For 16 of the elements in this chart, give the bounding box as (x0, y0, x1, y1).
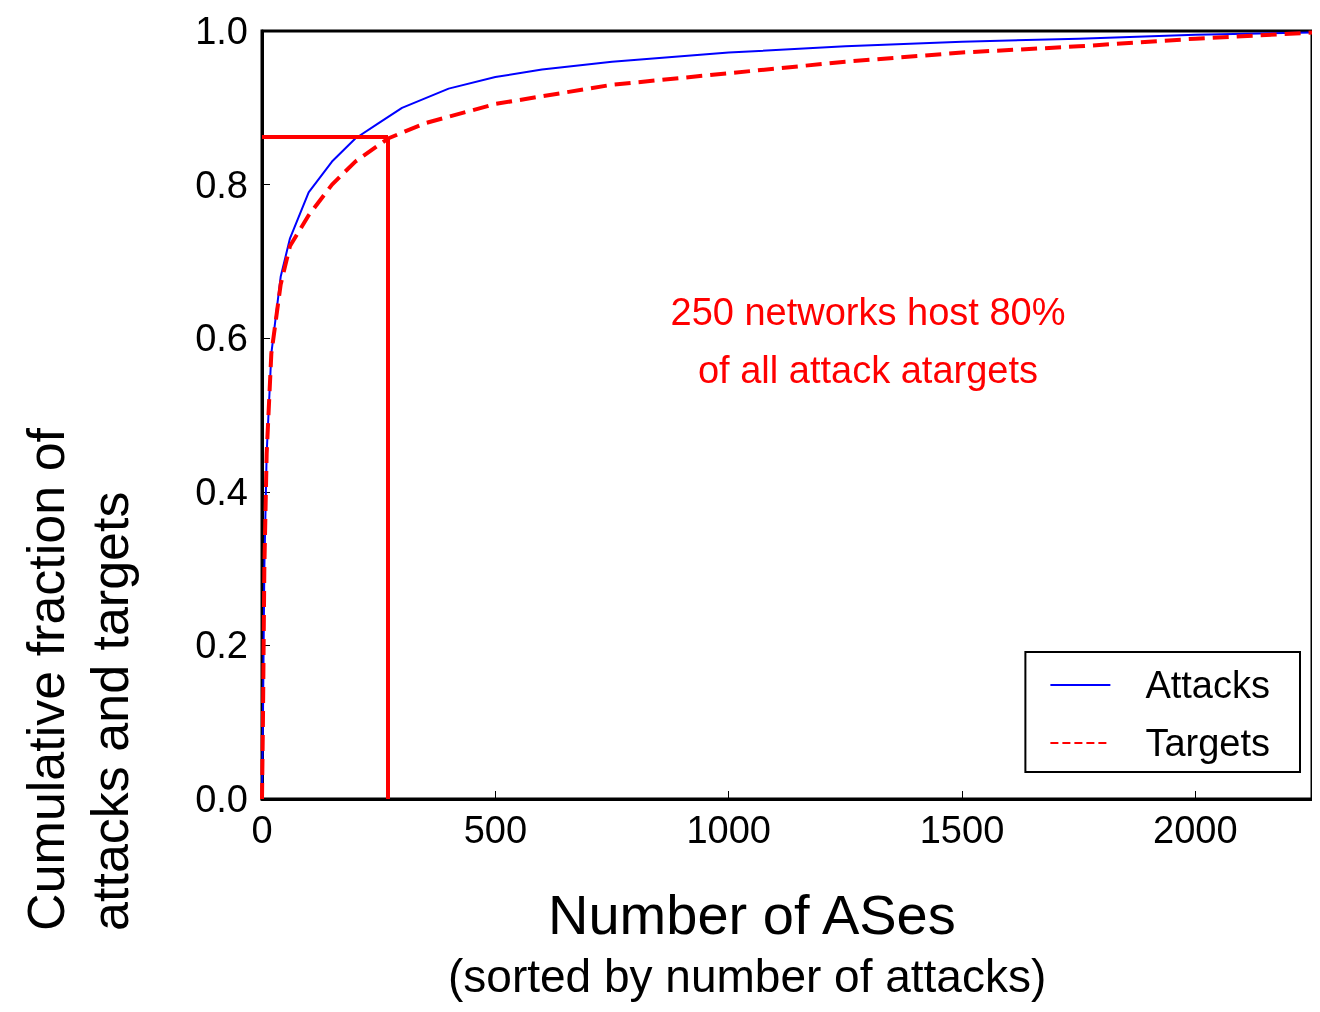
legend-label: Targets (1145, 722, 1271, 764)
y-tick-label: 0.4 (195, 470, 248, 513)
y-tick-label: 0.2 (195, 624, 248, 667)
x-tick-label: 0 (251, 809, 273, 851)
annotation: 250 networks host 80% of all attack atargets (670, 291, 1066, 391)
y-tick-label: 0.0 (195, 778, 248, 820)
x-tick-label: 2000 (1153, 809, 1238, 851)
y-axis-title: Cumulative fraction of attacks and targets (17, 427, 139, 931)
y-tick-label: 0.8 (195, 163, 248, 206)
x-tick-label: 500 (463, 809, 528, 851)
x-tick-label: 1500 (919, 809, 1005, 851)
x-axis-title: Number of ASes (sorted by number of attacks) (448, 882, 1047, 1002)
y-tick-label: 1.0 (195, 10, 248, 52)
legend-label: Attacks (1145, 664, 1270, 706)
x-tick-label: 1000 (686, 809, 771, 851)
y-tick-label: 0.6 (195, 317, 248, 360)
